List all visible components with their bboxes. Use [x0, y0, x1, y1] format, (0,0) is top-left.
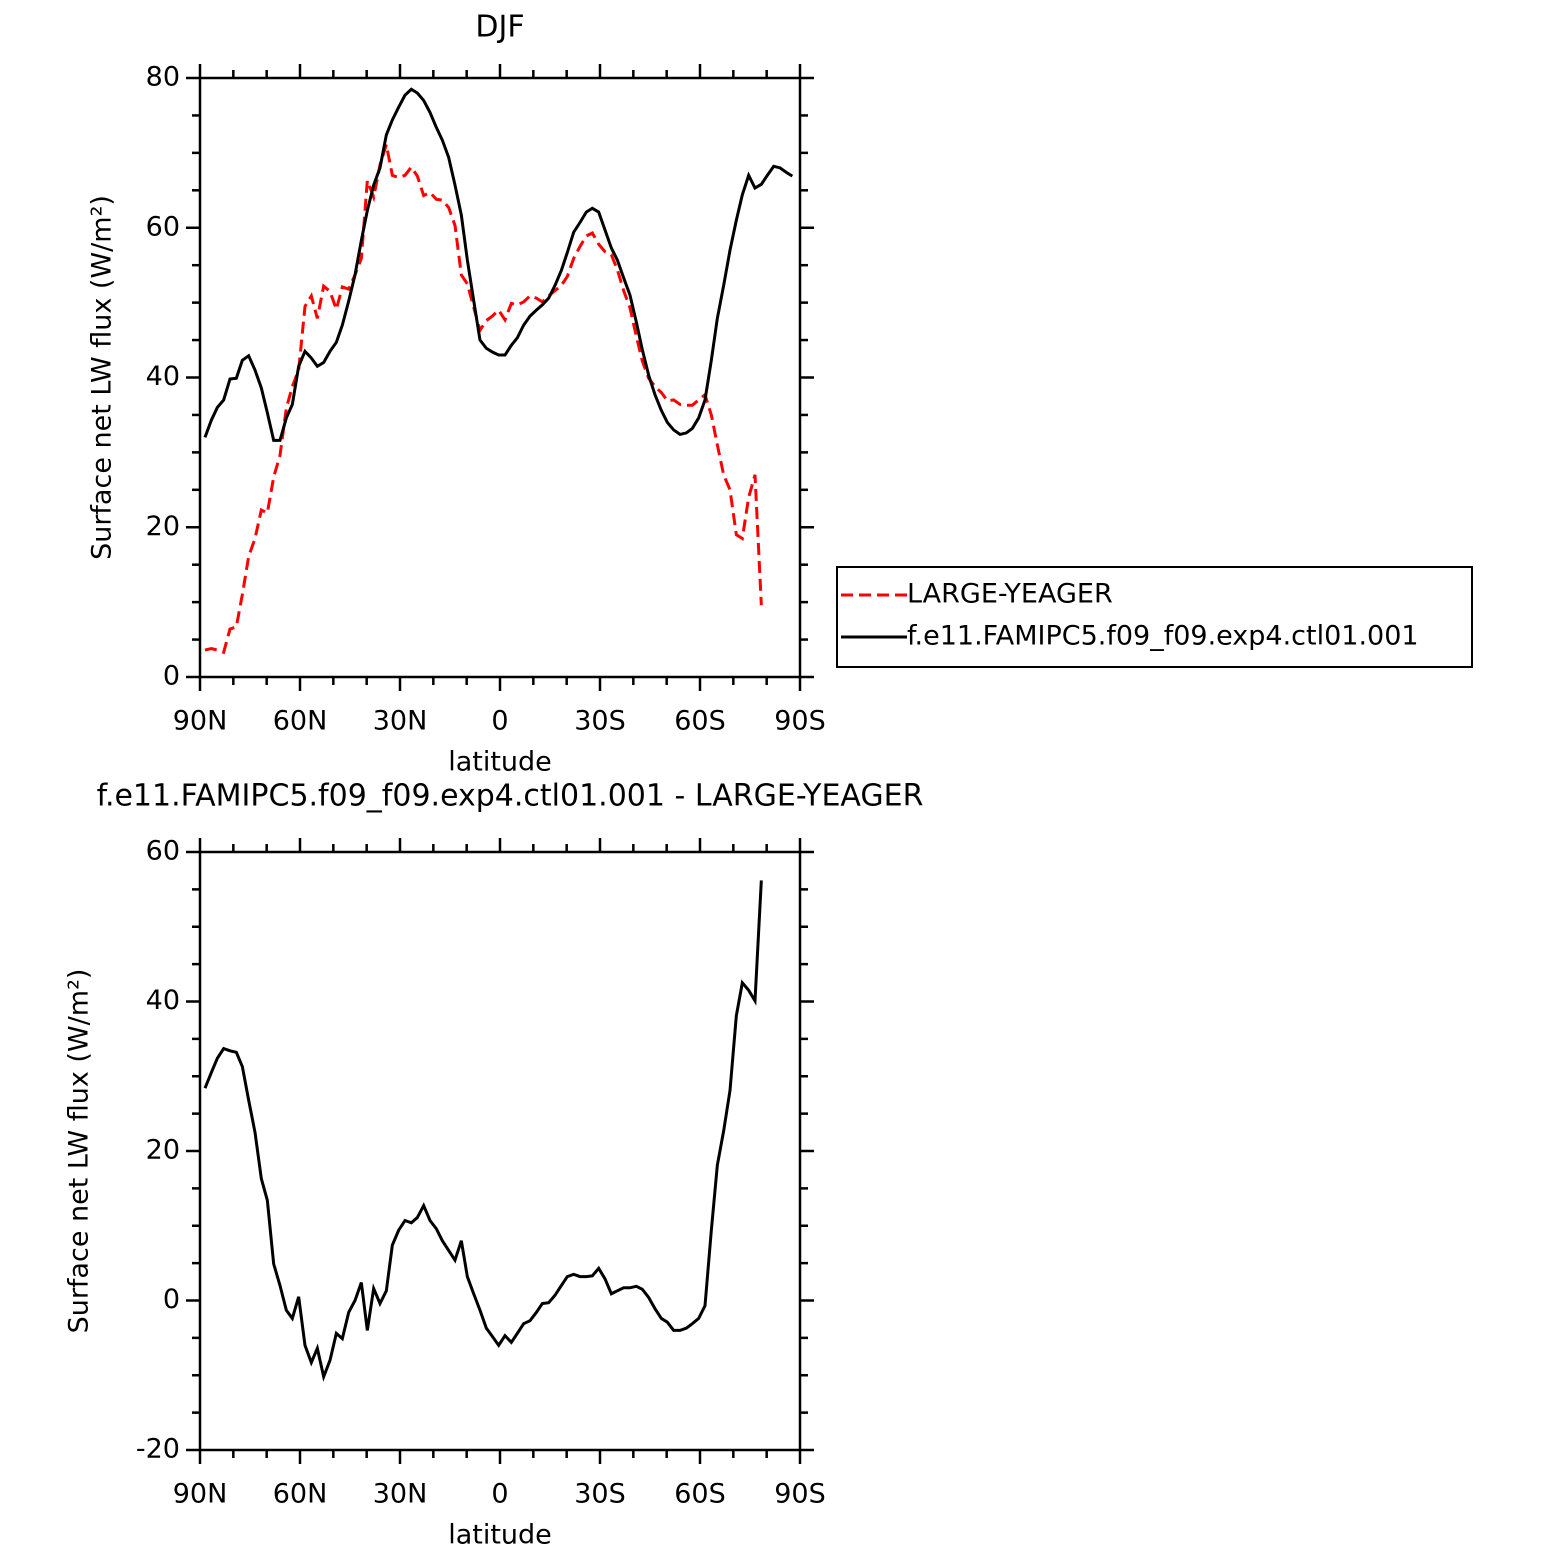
- y-tick-label: 80: [146, 62, 180, 93]
- x-tick-label: 90S: [774, 1479, 826, 1510]
- x-tick-label: 30S: [574, 1479, 626, 1510]
- x-tick-label: 60N: [273, 706, 328, 737]
- x-tick-label: 0: [491, 706, 508, 737]
- y-tick-label: 0: [163, 661, 180, 692]
- y-tick-label: 0: [163, 1284, 180, 1315]
- y-tick-label: 60: [146, 836, 180, 867]
- legend-box: [836, 566, 1473, 668]
- y-tick-label: 20: [146, 511, 180, 542]
- y-axis-label: Surface net LW flux (W/m²): [64, 969, 95, 1334]
- x-tick-label: 90N: [173, 706, 228, 737]
- data-line: [203, 87, 794, 442]
- y-tick-label: 60: [146, 211, 180, 242]
- y-tick-label: 40: [146, 361, 180, 392]
- y-tick-label: 20: [146, 1135, 180, 1166]
- plot-frame: [198, 850, 802, 1452]
- x-axis-label: latitude: [448, 747, 552, 778]
- x-tick-label: 60N: [273, 1479, 328, 1510]
- chart-title: f.e11.FAMIPC5.f09_f09.exp4.ctl01.001 - L…: [97, 779, 924, 814]
- x-tick-label: 90S: [774, 706, 826, 737]
- data-line: [203, 880, 763, 1382]
- x-tick-label: 0: [491, 1479, 508, 1510]
- x-axis-label: latitude: [448, 1520, 552, 1551]
- x-tick-label: 30N: [373, 1479, 428, 1510]
- data-line: [204, 144, 763, 655]
- x-tick-label: 30S: [574, 706, 626, 737]
- legend-label: f.e11.FAMIPC5.f09_f09.exp4.ctl01.001: [907, 621, 1419, 652]
- y-axis-label: Surface net LW flux (W/m²): [87, 195, 118, 560]
- x-tick-label: 60S: [674, 706, 726, 737]
- legend-label: LARGE-YEAGER: [907, 579, 1113, 610]
- x-tick-label: 30N: [373, 706, 428, 737]
- y-tick-label: 40: [146, 985, 180, 1016]
- x-tick-label: 60S: [674, 1479, 726, 1510]
- chart-title: DJF: [475, 10, 524, 45]
- x-tick-label: 90N: [173, 1479, 228, 1510]
- y-tick-label: -20: [136, 1434, 180, 1465]
